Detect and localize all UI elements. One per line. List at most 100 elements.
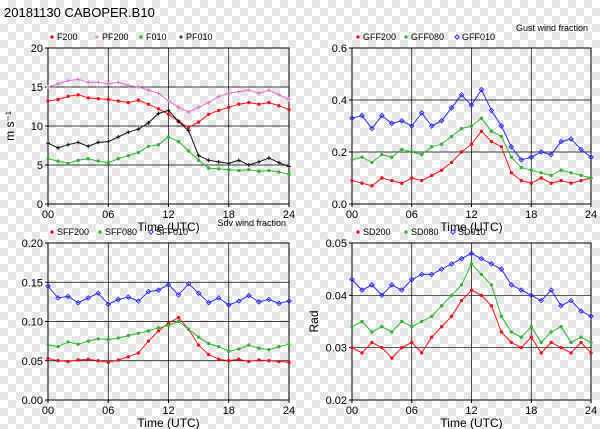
data-point [206, 352, 211, 357]
data-point [559, 168, 563, 172]
data-point [369, 282, 375, 288]
data-point [146, 329, 151, 333]
data-point [95, 290, 102, 297]
data-point [156, 326, 161, 330]
data-point [257, 346, 261, 350]
data-point [360, 351, 364, 355]
series-F200 [46, 93, 291, 130]
data-point [76, 342, 80, 346]
legend-marker [98, 230, 102, 234]
data-point [136, 127, 141, 132]
data-point [529, 335, 533, 339]
legend-marker [50, 230, 54, 234]
data-point [459, 126, 464, 131]
data-point [205, 299, 212, 306]
data-point [55, 295, 61, 301]
data-point [349, 115, 355, 122]
y-tick-label: 0.04 [326, 290, 347, 302]
data-point [46, 99, 50, 103]
data-point [166, 108, 171, 113]
data-point [206, 166, 211, 170]
data-point [106, 360, 110, 365]
data-point [468, 102, 475, 109]
data-point [498, 266, 505, 273]
data-point [216, 94, 221, 99]
series-SFF010 [45, 280, 292, 308]
data-point [165, 281, 172, 288]
data-point [508, 282, 515, 288]
x-axis-label: Time (UTC) [137, 220, 199, 234]
series-line [351, 252, 592, 317]
data-point [277, 170, 281, 174]
data-point [136, 150, 141, 155]
data-point [538, 297, 545, 304]
data-point [549, 181, 553, 185]
data-point [247, 167, 251, 172]
data-point [257, 102, 261, 106]
data-point [246, 163, 251, 167]
data-point [578, 308, 584, 314]
data-point [458, 91, 465, 98]
x-tick-label: 06 [406, 209, 418, 221]
data-point [398, 117, 405, 124]
x-tick-label: 00 [42, 405, 54, 417]
y-tick-label: 0.20 [22, 238, 43, 250]
data-point [166, 112, 171, 117]
data-point [156, 91, 161, 96]
data-point [469, 288, 474, 292]
y-tick-label: 20 [31, 43, 43, 55]
x-tick-label: 18 [525, 209, 537, 221]
series-GFF080 [350, 116, 593, 180]
data-point [45, 283, 51, 290]
legend-label: GFF010 [462, 32, 495, 42]
data-point [66, 340, 70, 344]
data-point [398, 287, 405, 293]
data-point [156, 143, 161, 147]
figure-title: 20181130 CABOPER.B10 [4, 5, 155, 20]
data-point [478, 255, 485, 262]
data-point [116, 80, 121, 85]
legend-marker [139, 35, 143, 39]
data-point [266, 155, 271, 160]
data-point [589, 340, 593, 345]
data-point [76, 140, 81, 145]
data-point [360, 155, 364, 159]
data-point [420, 351, 424, 355]
legend-marker [148, 229, 154, 235]
data-point [539, 171, 543, 175]
data-point [287, 342, 291, 346]
data-point [559, 325, 563, 329]
x-tick-label: 18 [223, 209, 235, 221]
data-point [256, 159, 261, 164]
legend-label: PF010 [186, 32, 213, 42]
data-point [266, 296, 272, 303]
data-point [185, 280, 192, 287]
data-point [237, 168, 241, 173]
data-point [146, 144, 151, 148]
data-point [277, 344, 281, 349]
data-point [76, 358, 80, 362]
data-point [390, 155, 394, 159]
data-point [206, 341, 211, 346]
legend-label: SFF200 [57, 227, 89, 237]
data-point [126, 83, 131, 88]
data-point [66, 78, 71, 83]
data-point [186, 149, 191, 153]
data-point [106, 337, 110, 342]
data-point [287, 172, 291, 177]
panel-gust: 0.0 0.2 0.4 0.6 00 06 12 18 24 Time (UTC) Gust win… [332, 23, 597, 234]
data-point [429, 173, 434, 178]
y-tick-label: 0.00 [22, 395, 43, 407]
data-point [370, 330, 374, 334]
data-point [569, 171, 573, 175]
data-point [509, 340, 514, 345]
data-point [579, 340, 583, 345]
data-point [217, 357, 221, 361]
data-point [350, 345, 354, 350]
data-point [528, 292, 535, 299]
data-point [226, 161, 231, 166]
data-point [287, 164, 291, 169]
data-point [56, 97, 60, 102]
data-point [106, 139, 111, 144]
data-point [287, 97, 291, 102]
